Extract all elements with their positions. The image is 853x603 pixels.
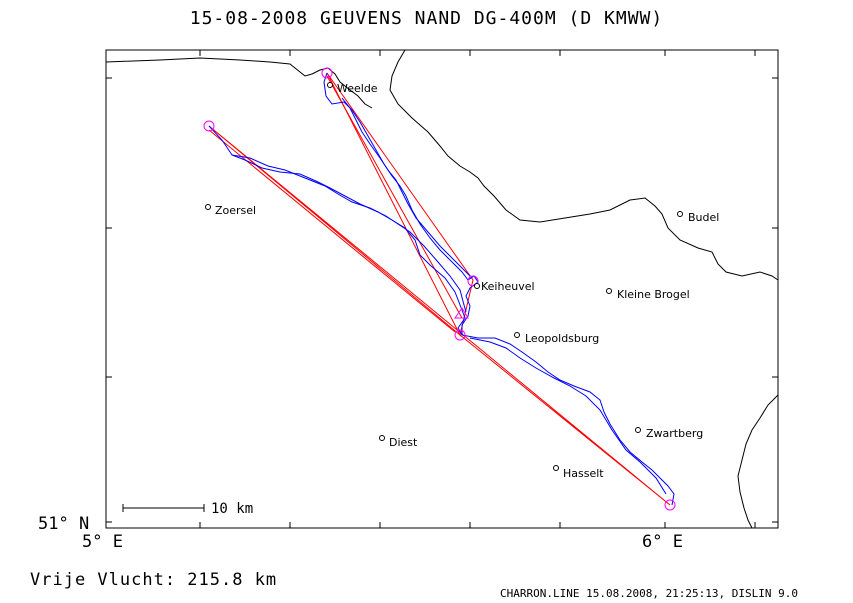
lon-label-5e: 5° E (82, 532, 123, 552)
footer-credit: CHARRON.LINE 15.08.2008, 21:25:13, DISLI… (500, 587, 799, 600)
border-belgium-netherlands-south (737, 394, 779, 529)
flight-distance-summary: Vrije Vlucht: 215.8 km (30, 570, 278, 590)
plot-frame (105, 49, 779, 529)
axis-ticks (106, 50, 778, 528)
chart-title: 15-08-2008 GEUVENS NAND DG-400M (D KMWW) (189, 8, 664, 29)
scale-bar (122, 504, 205, 512)
town-label-zoersel: Zoersel (215, 204, 256, 217)
scale-bar-label: 10 km (211, 501, 253, 517)
town-label-weelde: Weelde (337, 82, 378, 95)
town-label-kleine-brogel: Kleine Brogel (617, 288, 690, 301)
town-label-hasselt: Hasselt (563, 467, 604, 480)
town-label-leopoldsburg: Leopoldsburg (525, 332, 599, 345)
turnpoints (203, 67, 676, 511)
town-label-diest: Diest (389, 436, 418, 449)
town-label-zwartberg: Zwartberg (646, 427, 703, 440)
border-belgium-netherlands-east (389, 49, 779, 281)
flight-track (208, 72, 675, 506)
border-belgium-netherlands-west (105, 57, 373, 109)
declared-route (208, 72, 671, 506)
lat-label: 51° N (38, 514, 90, 534)
town-markers (205, 82, 683, 471)
town-label-keiheuvel: Keiheuvel (481, 280, 535, 293)
town-label-budel: Budel (688, 211, 719, 224)
lon-label-6e: 6° E (642, 532, 683, 552)
